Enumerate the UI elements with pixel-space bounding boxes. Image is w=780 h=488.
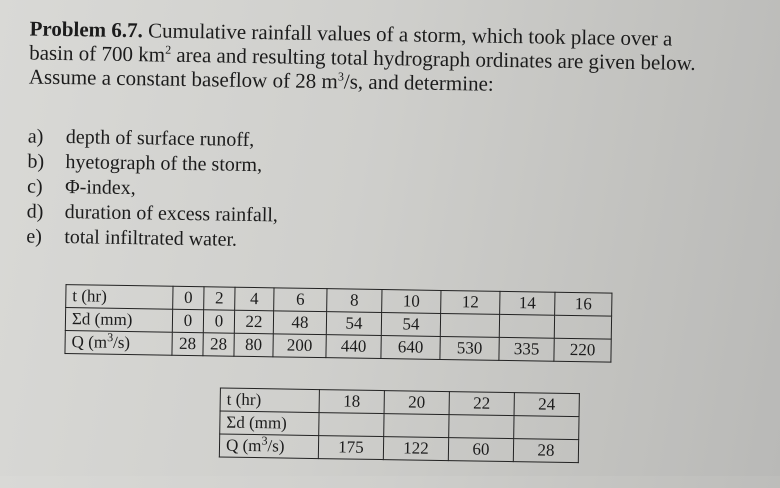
table-cell: 60 (448, 437, 514, 462)
task-text: duration of excess rainfall, (64, 201, 279, 227)
table-cell: 80 (233, 333, 274, 357)
table-cell (448, 414, 515, 439)
task-label: b) (27, 150, 45, 173)
task-text: Φ-index, (64, 176, 136, 200)
table-cell: 54 (326, 311, 382, 336)
table-cell: 6 (273, 287, 328, 312)
row-header-discharge: Q (m3/s) (64, 330, 173, 356)
table-cell: 2 (203, 286, 236, 311)
row-header-time: t (hr) (220, 388, 320, 413)
table-cell: 22 (234, 310, 274, 334)
table-cell: 122 (383, 436, 449, 461)
table-cell: 530 (439, 336, 500, 361)
task-label: a) (27, 125, 44, 148)
data-table-2: t (hr) 18 20 22 24 Σd (mm) Q (m3/s) 175 … (219, 388, 580, 464)
task-text: depth of surface runoff, (65, 126, 255, 152)
table-cell: 220 (553, 338, 612, 363)
table-cell (513, 415, 580, 440)
row-header-rainfall: Σd (mm) (219, 411, 320, 436)
table-cell (440, 313, 500, 338)
table-cell: 8 (326, 288, 382, 313)
table-cell: 440 (325, 334, 382, 359)
table-cell: 335 (498, 337, 555, 362)
task-list: a) depth of surface runoff, b) hyetograph … (26, 124, 279, 253)
table-cell (318, 412, 385, 437)
problem-line-2a: basin of 700 km (28, 40, 166, 67)
table-cell (554, 315, 612, 340)
row-header-time: t (hr) (65, 284, 174, 310)
task-text: total infiltrated water. (64, 226, 238, 251)
data-table-1: t (hr) 0 2 4 6 8 10 12 14 16 Σd (mm) 0 0… (64, 284, 612, 363)
table-cell: 28 (202, 332, 235, 357)
table-cell: 0 (203, 309, 235, 334)
problem-line-3b: /s, and determine: (343, 69, 494, 96)
table-cell: 4 (234, 287, 275, 311)
row-header-text: /s) (267, 436, 285, 456)
task-label: e) (26, 225, 43, 248)
row-header-text: Q (m (225, 435, 262, 456)
table-cell (383, 413, 450, 438)
task-text: hyetograph of the storm, (65, 151, 263, 177)
table-cell: 28 (171, 332, 204, 356)
table-cell: 54 (381, 312, 441, 337)
table-cell: 0 (172, 309, 204, 333)
table-cell: 18 (319, 389, 385, 414)
table-cell: 12 (440, 290, 500, 315)
table-cell: 10 (381, 289, 441, 314)
row-header-text: /s) (112, 332, 131, 353)
table-cell (499, 314, 555, 339)
problem-statement: Problem 6.7. Cumulative rainfall values … (29, 16, 750, 99)
problem-line-3a: Assume a constant baseflow of 28 m (28, 64, 339, 94)
task-item: e) total infiltrated water. (26, 224, 278, 253)
table-cell: 24 (514, 392, 580, 417)
table-cell: 640 (380, 335, 441, 360)
table-row-discharge: Q (m3/s) 175 122 60 28 (219, 434, 579, 463)
row-header-rainfall: Σd (mm) (65, 307, 173, 333)
task-label: d) (26, 200, 44, 223)
table-cell: 200 (272, 333, 327, 358)
table-cell: 48 (273, 310, 327, 335)
table-cell: 16 (554, 292, 612, 317)
problem-title: Problem 6.7. (29, 16, 144, 43)
table-cell: 22 (449, 391, 515, 416)
table-cell: 20 (384, 390, 450, 415)
table-cell: 14 (499, 291, 555, 316)
row-header-discharge: Q (m3/s) (219, 434, 319, 459)
table-cell: 0 (172, 286, 205, 310)
table-cell: 175 (318, 435, 384, 460)
table-cell: 28 (513, 438, 579, 463)
row-header-text: Q (m (71, 332, 108, 352)
task-label: c) (26, 175, 43, 198)
